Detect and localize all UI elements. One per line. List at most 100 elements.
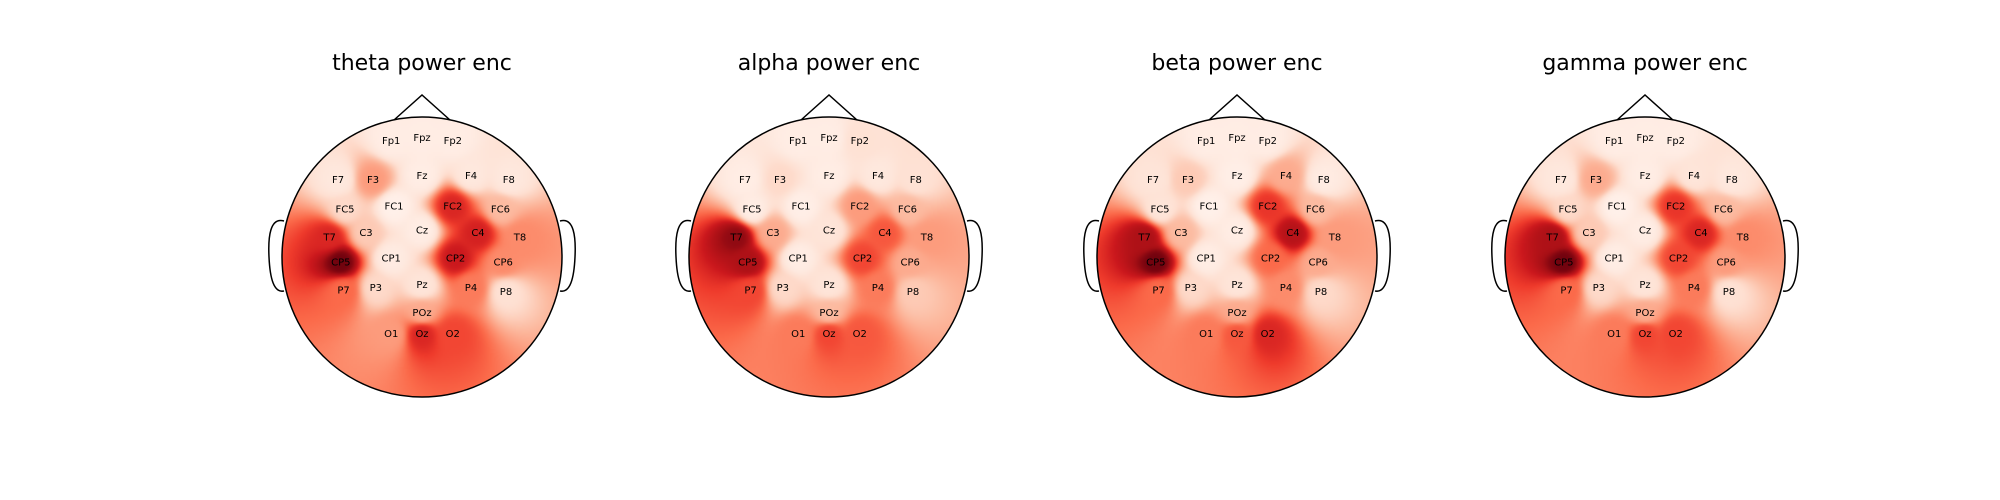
panel-title: alpha power enc: [738, 51, 921, 76]
head-outline: [1096, 116, 1378, 398]
electrode-label: F8: [1318, 175, 1330, 186]
electrode-label: CP6: [901, 258, 920, 269]
electrode-label: Pz: [823, 280, 834, 291]
electrode-label: P8: [500, 287, 512, 298]
electrode-label: P7: [1560, 286, 1572, 297]
electrode-label: Cz: [823, 225, 835, 236]
left-ear: [1083, 219, 1100, 292]
electrode-label: P3: [1185, 283, 1197, 294]
electrode-label: O1: [791, 329, 805, 340]
nose: [393, 93, 451, 121]
electrode-label: C3: [1582, 228, 1595, 239]
electrode-label: O2: [1669, 329, 1683, 340]
electrode-label: CP5: [1146, 258, 1165, 269]
electrode-label: P7: [744, 286, 756, 297]
electrode-label: CP2: [853, 253, 872, 264]
electrode-label: Cz: [1639, 225, 1651, 236]
electrode-label: FC1: [384, 202, 403, 213]
electrode-label: Fz: [416, 171, 427, 182]
panel-title: beta power enc: [1151, 51, 1322, 76]
topomap-field: [1505, 117, 1785, 397]
electrode-label: F3: [1590, 175, 1602, 186]
electrode-label: POz: [1227, 308, 1246, 319]
electrode-label: F3: [774, 175, 786, 186]
electrode-label: P7: [337, 286, 349, 297]
nose: [1616, 93, 1674, 121]
electrode-label: Fpz: [1636, 133, 1653, 144]
electrode-label: F7: [739, 175, 751, 186]
right-ear: [1374, 219, 1391, 292]
electrode-label: T7: [1137, 232, 1150, 243]
electrode-label: FC6: [491, 204, 510, 215]
topomap-field: [689, 117, 969, 397]
electrode-label: P3: [777, 283, 789, 294]
electrode-label: T7: [1545, 232, 1558, 243]
left-ear: [1491, 219, 1508, 292]
electrode-label: Fpz: [1228, 133, 1245, 144]
electrode-label: FC2: [1666, 202, 1685, 213]
electrode-label: Fp2: [444, 136, 462, 147]
electrode-label: Fz: [1231, 171, 1242, 182]
head-outline: [1504, 116, 1786, 398]
electrode-label: T8: [1736, 232, 1749, 243]
electrode-label: P4: [872, 283, 884, 294]
electrode-label: Fpz: [413, 133, 430, 144]
electrode-label: FC5: [742, 204, 761, 215]
electrode-label: C4: [878, 228, 891, 239]
electrode-label: Pz: [1639, 280, 1650, 291]
electrode-label: F4: [1280, 171, 1292, 182]
electrode-label: F4: [1688, 171, 1700, 182]
electrode-label: P4: [1280, 283, 1292, 294]
electrode-label: CP6: [494, 258, 513, 269]
electrode-label: F3: [1182, 175, 1194, 186]
head-outline: [688, 116, 970, 398]
electrode-label: F8: [503, 175, 515, 186]
electrode-label: POz: [1635, 308, 1654, 319]
electrode-label: Pz: [416, 280, 427, 291]
electrode-label: P8: [1723, 287, 1735, 298]
topomap-panel: gamma power enc Fp1 Fpz Fp2 F7 F3 Fz F4 F8 FC5 FC1…: [1491, 51, 1799, 398]
electrode-label: F3: [367, 175, 379, 186]
electrode-label: Fp1: [382, 136, 400, 147]
electrode-label: C3: [1174, 228, 1187, 239]
electrode-label: F7: [1147, 175, 1159, 186]
electrode-label: F8: [910, 175, 922, 186]
electrode-label: CP1: [1605, 253, 1624, 264]
topomap-field: [1097, 117, 1377, 397]
panel-title: theta power enc: [332, 51, 512, 76]
topomap-panel: theta power enc Fp1 Fpz Fp2 F7 F3 Fz F4 F8 FC5 FC1…: [268, 51, 576, 398]
electrode-label: FC2: [850, 202, 869, 213]
electrode-label: P4: [1688, 283, 1700, 294]
right-ear: [559, 219, 576, 292]
electrode-label: O1: [1607, 329, 1621, 340]
electrode-label: P8: [1315, 287, 1327, 298]
electrode-label: P4: [465, 283, 477, 294]
electrode-label: FC6: [898, 204, 917, 215]
electrode-label: CP6: [1309, 258, 1328, 269]
electrode-label: F7: [332, 175, 344, 186]
electrode-label: C4: [1694, 228, 1707, 239]
electrode-label: FC1: [1199, 202, 1218, 213]
electrode-label: Fz: [1639, 171, 1650, 182]
electrode-label: CP2: [1261, 253, 1280, 264]
nose: [1208, 93, 1266, 121]
electrode-label: CP1: [789, 253, 808, 264]
electrode-label: CP5: [331, 258, 350, 269]
head-outline: [281, 116, 563, 398]
electrode-label: F7: [1555, 175, 1567, 186]
topomap-panel: beta power enc Fp1 Fpz Fp2 F7 F3 Fz F4 F8 FC5 FC1 F…: [1083, 51, 1391, 398]
topomap-field: [282, 117, 562, 397]
electrode-label: T7: [729, 232, 742, 243]
electrode-label: Fp2: [1259, 136, 1277, 147]
electrode-label: POz: [412, 308, 431, 319]
electrode-label: O1: [384, 329, 398, 340]
electrode-label: C4: [1286, 228, 1299, 239]
electrode-label: T8: [1328, 232, 1341, 243]
electrode-label: FC6: [1714, 204, 1733, 215]
electrode-label: Fz: [823, 171, 834, 182]
electrode-label: Fp2: [1667, 136, 1685, 147]
electrode-label: FC6: [1306, 204, 1325, 215]
electrode-label: CP1: [382, 253, 401, 264]
electrode-label: O2: [446, 329, 460, 340]
